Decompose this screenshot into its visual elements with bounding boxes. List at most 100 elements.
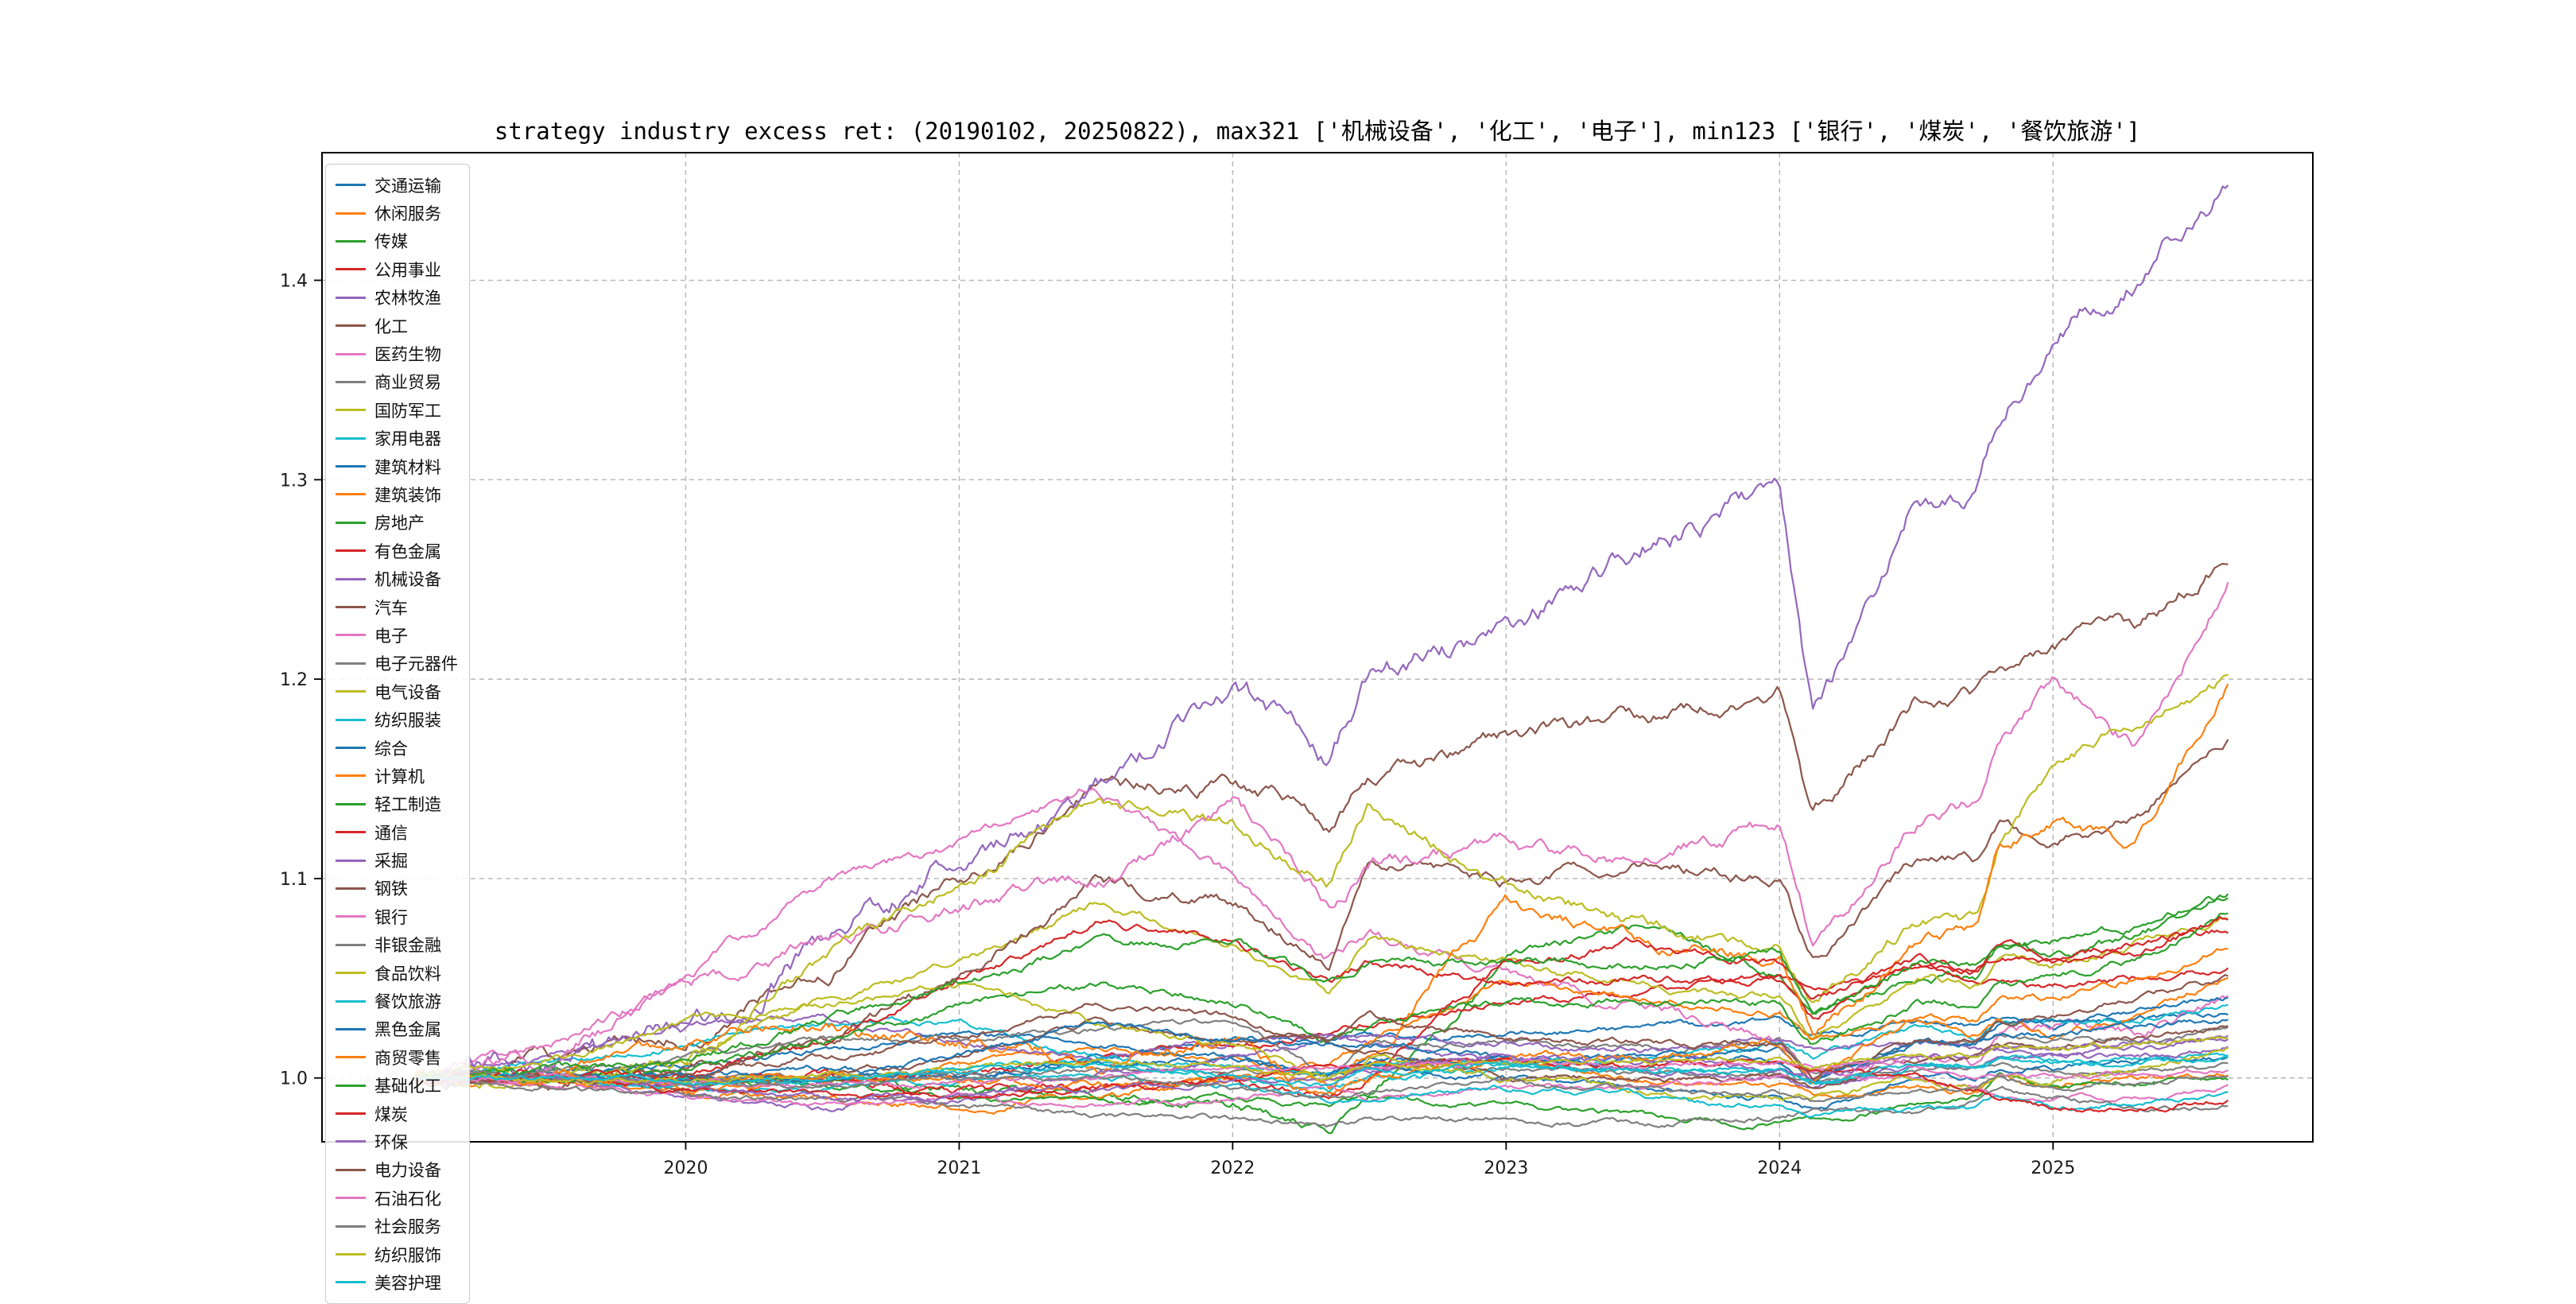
legend-line-sample: [336, 521, 366, 524]
legend-label: 综合: [374, 739, 408, 759]
legend-label: 食品饮料: [374, 964, 441, 984]
legend-line-sample: [336, 1224, 366, 1228]
legend-label: 环保: [374, 1132, 408, 1152]
legend-item: 机械设备: [336, 565, 458, 592]
y-tick-label: 1.4: [280, 272, 308, 292]
legend-line-sample: [336, 999, 366, 1003]
legend-item: 商业贸易: [336, 368, 458, 396]
legend-item: 采掘: [336, 846, 458, 874]
series-line-纺织服饰: [413, 1036, 2229, 1085]
legend-line-sample: [336, 465, 366, 468]
legend-label: 电子元器件: [374, 654, 458, 674]
legend-item: 环保: [336, 1127, 458, 1155]
legend-label: 房地产: [374, 514, 425, 534]
legend-line-sample: [336, 606, 366, 609]
legend-line-sample: [336, 718, 366, 721]
legend-label: 交通运输: [374, 176, 441, 196]
legend-item: 石油石化: [336, 1184, 458, 1212]
legend-line-sample: [336, 887, 366, 890]
legend-item: 纺织服饰: [336, 1240, 458, 1268]
series-group: [413, 184, 2229, 1135]
legend-label: 煤炭: [374, 1104, 408, 1124]
legend-line-sample: [336, 1056, 366, 1059]
legend-label: 休闲服务: [374, 204, 441, 224]
legend-item: 电子: [336, 621, 458, 649]
legend-item: 有色金属: [336, 537, 458, 565]
legend-line-sample: [336, 634, 366, 637]
legend-item: 美容护理: [336, 1268, 458, 1296]
legend-line-sample: [336, 239, 366, 243]
legend-line-sample: [336, 493, 366, 496]
series-line-美容护理: [413, 1055, 2229, 1087]
legend-item: 基础化工: [336, 1072, 458, 1100]
legend-label: 银行: [374, 907, 408, 927]
legend-line-sample: [336, 831, 366, 834]
x-tick-label: 2025: [2031, 1158, 2075, 1178]
legend-line-sample: [336, 1140, 366, 1143]
legend-item: 交通运输: [336, 171, 458, 199]
legend-line-sample: [336, 1197, 366, 1200]
legend-item: 公用事业: [336, 255, 458, 283]
legend-item: 传媒: [336, 227, 458, 255]
legend-label: 纺织服装: [374, 711, 441, 731]
legend-line-sample: [336, 268, 366, 271]
x-tick-label: 2024: [1757, 1158, 1802, 1178]
legend-item: 社会服务: [336, 1212, 458, 1240]
y-tick-label: 1.0: [280, 1069, 308, 1089]
series-line-石油石化: [413, 1057, 2229, 1089]
legend-label: 餐饮旅游: [374, 992, 441, 1012]
legend-line-sample: [336, 802, 366, 805]
series-line-电力设备: [413, 974, 2229, 1088]
legend-item: 食品饮料: [336, 959, 458, 987]
legend-line-sample: [336, 380, 366, 383]
legend-label: 汽车: [374, 598, 408, 618]
x-tick-label: 2021: [937, 1158, 981, 1178]
legend-label: 石油石化: [374, 1189, 441, 1209]
legend-item: 钢铁: [336, 875, 458, 902]
series-line-轻工制造: [413, 912, 2229, 1085]
legend-item: 综合: [336, 734, 458, 762]
series-line-有色金属: [413, 919, 2229, 1085]
legend-item: 餐饮旅游: [336, 987, 458, 1015]
series-line-化工: [413, 562, 2229, 1091]
legend-label: 基础化工: [374, 1077, 441, 1096]
legend-line-sample: [336, 774, 366, 778]
legend-label: 医药生物: [374, 345, 441, 365]
legend-label: 纺织服饰: [374, 1245, 441, 1265]
legend-item: 电气设备: [336, 677, 458, 705]
legend-item: 国防军工: [336, 396, 458, 424]
legend-item: 电子元器件: [336, 650, 458, 677]
legend-item: 电力设备: [336, 1156, 458, 1184]
series-line-家用电器: [413, 1003, 2229, 1093]
legend-label: 电子: [374, 626, 408, 646]
legend-line-sample: [336, 1253, 366, 1256]
legend-line-sample: [336, 747, 366, 749]
legend-line-sample: [336, 352, 366, 355]
legend-line-sample: [336, 296, 366, 299]
legend-label: 非银金融: [374, 936, 441, 956]
series-line-机械设备: [413, 184, 2229, 1088]
x-tick-label: 2020: [663, 1158, 708, 1178]
legend-line-sample: [336, 859, 366, 862]
legend: 交通运输 休闲服务 传媒 公用事业 农林牧渔 化工 医药生物 商业贸易 国防军工 家用电器 建筑材料…: [325, 164, 470, 1304]
legend-line-sample: [336, 437, 366, 440]
legend-label: 社会服务: [374, 1217, 441, 1237]
legend-item: 化工: [336, 312, 458, 340]
legend-item: 医药生物: [336, 340, 458, 367]
legend-line-sample: [336, 690, 366, 693]
legend-line-sample: [336, 324, 366, 328]
legend-item: 通信: [336, 818, 458, 846]
x-tick-label: 2023: [1484, 1158, 1528, 1178]
plot-border: [321, 152, 2314, 1143]
legend-item: 纺织服装: [336, 705, 458, 733]
legend-label: 电气设备: [374, 682, 441, 702]
series-line-食品饮料: [413, 982, 2229, 1101]
legend-label: 黑色金属: [374, 1020, 441, 1040]
legend-label: 通信: [374, 823, 408, 843]
series-line-电子: [413, 581, 2229, 1085]
legend-label: 家用电器: [374, 429, 441, 449]
legend-item: 农林牧渔: [336, 284, 458, 312]
legend-line-sample: [336, 212, 366, 215]
